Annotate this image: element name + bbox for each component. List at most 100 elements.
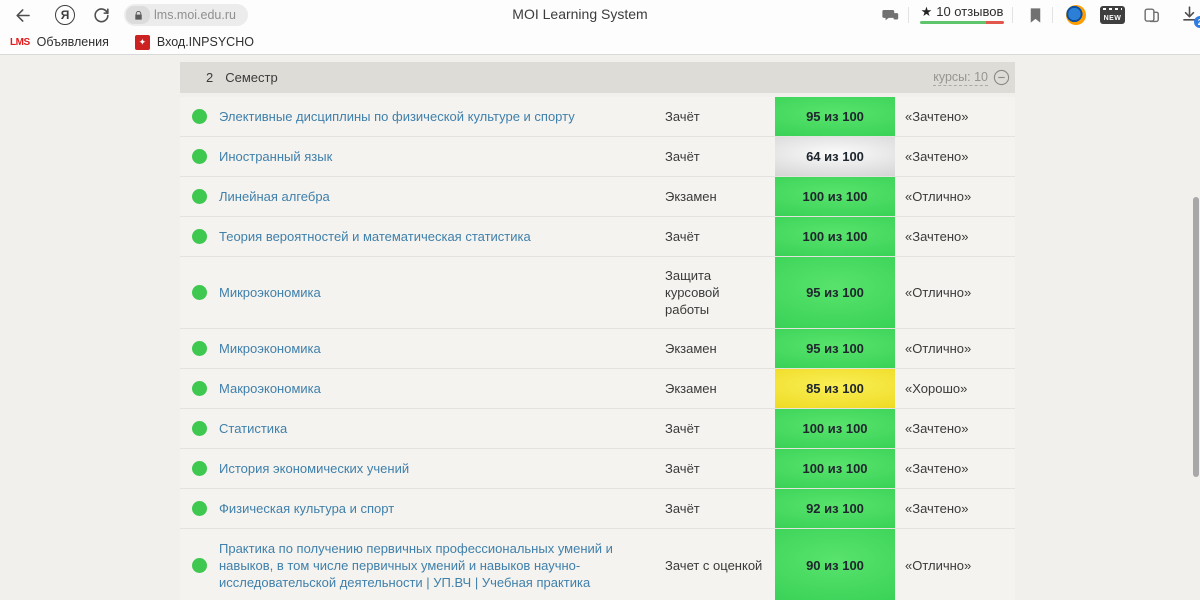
control-type: Зачёт (665, 109, 700, 124)
course-link[interactable]: Линейная алгебра (219, 189, 330, 204)
new-extension-icon[interactable]: NEW (1100, 6, 1125, 24)
course-status-dot (191, 341, 207, 356)
table-row: Статистика Зачёт 100 из 100 «Зачтено» (180, 408, 1015, 448)
grade-text: «Зачтено» (905, 229, 969, 244)
control-type: Зачёт (665, 421, 700, 436)
grade-text: «Зачтено» (905, 421, 969, 436)
feedback-button[interactable] (878, 4, 900, 26)
score-cell: 92 из 100 (775, 489, 895, 528)
semester-number: 2 (206, 70, 214, 85)
url-text: lms.moi.edu.ru (154, 8, 236, 22)
lms-page: 2 Семестр курсы: 10 Элективные дисциплин… (0, 55, 1200, 600)
course-table-body: Элективные дисциплины по физической куль… (180, 97, 1015, 600)
yandex-home-button[interactable]: Я (54, 4, 76, 26)
collapse-semester-button[interactable] (993, 69, 1010, 86)
course-link[interactable]: Теория вероятностей и математическая ста… (219, 229, 531, 244)
back-button[interactable] (12, 4, 34, 26)
grade-text: «Зачтено» (905, 109, 969, 124)
star-icon: ★ (920, 4, 933, 19)
control-type: Экзамен (665, 189, 717, 204)
table-row: История экономических учений Зачёт 100 и… (180, 448, 1015, 488)
grade-text: «Зачтено» (905, 461, 969, 476)
collections-button[interactable] (1140, 4, 1162, 26)
collections-icon (1143, 7, 1159, 22)
semester-label: Семестр (225, 70, 278, 85)
course-link[interactable]: Практика по получению первичных професси… (219, 541, 613, 590)
score-cell: 100 из 100 (775, 217, 895, 256)
toolbar-separator (1052, 7, 1053, 23)
control-type: Зачет с оценкой (665, 558, 763, 573)
inpsycho-favicon: ✦ (134, 34, 150, 50)
courses-count-link[interactable]: курсы: 10 (933, 69, 988, 86)
table-row: Линейная алгебра Экзамен 100 из 100 «Отл… (180, 176, 1015, 216)
grade-text: «Отлично» (905, 189, 972, 204)
refresh-button[interactable] (90, 4, 112, 26)
course-status-dot (191, 421, 207, 436)
course-link[interactable]: История экономических учений (219, 461, 410, 476)
chat-icon (881, 9, 898, 20)
course-status-dot (191, 229, 207, 244)
course-link[interactable]: Микроэкономика (219, 341, 321, 356)
lock-icon[interactable] (126, 6, 150, 24)
table-row: Элективные дисциплины по физической куль… (180, 97, 1015, 136)
back-icon (15, 8, 30, 22)
course-link[interactable]: Микроэкономика (219, 285, 321, 300)
course-status-dot (191, 189, 207, 204)
vertical-scrollbar[interactable] (1193, 197, 1199, 477)
course-link[interactable]: Иностранный язык (219, 149, 333, 164)
course-link[interactable]: Физическая культура и спорт (219, 501, 395, 516)
table-row: Теория вероятностей и математическая ста… (180, 216, 1015, 256)
grade-text: «Отлично» (905, 558, 972, 573)
control-type: Зачёт (665, 229, 700, 244)
table-row: Практика по получению первичных професси… (180, 528, 1015, 600)
course-link[interactable]: Элективные дисциплины по физической куль… (219, 109, 575, 124)
table-row: Микроэкономика Экзамен 95 из 100 «Отличн… (180, 328, 1015, 368)
table-row: Иностранный язык Зачёт 64 из 100 «Зачтен… (180, 136, 1015, 176)
bookmark-label: Объявления (36, 35, 109, 49)
course-status-dot (191, 109, 207, 124)
downloads-button[interactable]: 2 (1180, 4, 1200, 28)
rating-bar (920, 21, 1004, 24)
score-cell: 95 из 100 (775, 257, 895, 328)
score-cell: 90 из 100 (775, 529, 895, 600)
toolbar-separator (1012, 7, 1013, 23)
table-row: Физическая культура и спорт Зачёт 92 из … (180, 488, 1015, 528)
bookmark-button[interactable] (1024, 4, 1046, 26)
table-row: Макроэкономика Экзамен 85 из 100 «Хорошо… (180, 368, 1015, 408)
grades-content: 2 Семестр курсы: 10 Элективные дисциплин… (180, 62, 1015, 600)
new-badge-label: NEW (1103, 15, 1122, 22)
grade-text: «Зачтено» (905, 501, 969, 516)
extension-globe-icon[interactable] (1066, 5, 1086, 25)
bookmarks-bar: LMS Объявления ✦ Вход.INPSYCHO (0, 30, 1200, 55)
control-type: Зачёт (665, 461, 700, 476)
course-status-dot (191, 149, 207, 164)
site-reviews-button[interactable]: ★ 10 отзывов (920, 4, 1004, 24)
grade-text: «Отлично» (905, 285, 972, 300)
download-icon (1183, 6, 1196, 21)
bookmark-item-inpsycho[interactable]: ✦ Вход.INPSYCHO (134, 34, 254, 50)
reviews-label: 10 отзывов (936, 4, 1004, 19)
score-cell: 100 из 100 (775, 409, 895, 448)
score-cell: 100 из 100 (775, 177, 895, 216)
control-type: Зачёт (665, 149, 700, 164)
control-type: Зачёт (665, 501, 700, 516)
control-type: Экзамен (665, 341, 717, 356)
grade-text: «Зачтено» (905, 149, 969, 164)
grade-text: «Отлично» (905, 341, 972, 356)
course-status-dot (191, 461, 207, 476)
minus-circle-icon (993, 69, 1010, 86)
score-cell: 100 из 100 (775, 449, 895, 488)
browser-chrome: Я lms.moi.edu.ru MOI Learning System ★ 1… (0, 0, 1200, 55)
course-link[interactable]: Макроэкономика (219, 381, 321, 396)
table-row: Микроэкономика Защита курсовой работы 95… (180, 256, 1015, 328)
refresh-icon (93, 7, 109, 22)
page-title: MOI Learning System (512, 6, 648, 22)
course-status-dot (191, 381, 207, 396)
bookmark-item-announcements[interactable]: LMS Объявления (10, 35, 109, 49)
yandex-logo-icon: Я (55, 5, 75, 25)
address-bar[interactable]: lms.moi.edu.ru (124, 4, 248, 26)
course-link[interactable]: Статистика (219, 421, 288, 436)
control-type: Защита курсовой работы (665, 268, 720, 317)
toolbar-separator (908, 7, 909, 23)
score-cell: 95 из 100 (775, 97, 895, 136)
